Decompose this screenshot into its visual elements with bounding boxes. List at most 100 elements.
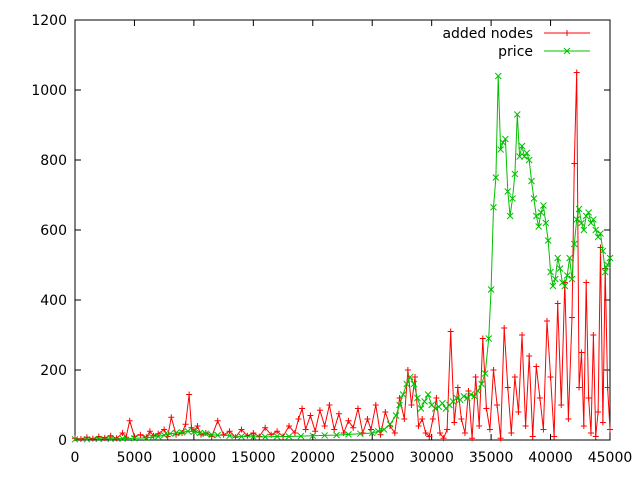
data-point (274, 428, 281, 435)
data-point (476, 423, 483, 429)
data-point (345, 417, 352, 424)
data-point (214, 431, 222, 439)
data-point (372, 402, 379, 408)
data-point (522, 423, 529, 429)
data-point (497, 146, 504, 153)
data-point (580, 423, 587, 429)
data-point (178, 428, 186, 436)
data-point (547, 374, 554, 380)
data-point (321, 432, 329, 439)
data-point (525, 156, 533, 164)
data-point (573, 69, 580, 76)
data-point (419, 416, 426, 422)
data-point (559, 279, 566, 286)
data-point (154, 433, 162, 440)
data-point (439, 399, 446, 407)
data-point (551, 433, 558, 440)
data-point (307, 412, 314, 419)
data-point (261, 433, 269, 441)
data-point (166, 430, 174, 438)
data-point (528, 177, 535, 185)
data-point (547, 268, 554, 276)
data-point (515, 409, 522, 415)
data-point (526, 353, 533, 359)
data-point (490, 203, 497, 211)
data-point (511, 374, 518, 380)
data-point (404, 367, 411, 373)
data-point (148, 433, 156, 441)
data-point (226, 432, 233, 440)
data-point (433, 395, 440, 401)
data-point (601, 268, 609, 276)
data-point (571, 160, 578, 167)
series-added-nodes (72, 69, 613, 442)
data-point (585, 209, 592, 216)
data-point (190, 428, 198, 435)
data-point (592, 433, 599, 440)
data-point (487, 286, 495, 293)
data-point (494, 402, 501, 408)
data-point (570, 240, 578, 248)
data-point (454, 384, 461, 391)
data-point (238, 433, 245, 440)
data-point (494, 72, 502, 80)
data-point (594, 233, 602, 241)
data-point (71, 435, 79, 443)
data-point (587, 219, 595, 227)
y-tick-label: 1000 (31, 83, 67, 99)
data-point (585, 395, 592, 401)
data-point (551, 275, 559, 283)
data-point (460, 392, 468, 400)
data-point (401, 416, 408, 422)
data-point (142, 434, 150, 442)
series-layer (71, 69, 614, 443)
data-point (396, 401, 403, 409)
data-point (168, 414, 175, 421)
data-point (331, 426, 338, 433)
data-point (506, 212, 514, 220)
data-point (107, 435, 115, 443)
data-point (412, 374, 419, 380)
data-point (532, 212, 540, 220)
data-point (350, 424, 357, 431)
data-point (592, 226, 600, 234)
data-point (321, 423, 328, 429)
data-point (504, 384, 511, 391)
data-point (345, 431, 352, 438)
data-point (297, 432, 305, 440)
data-point (208, 431, 216, 439)
data-point (444, 426, 451, 433)
data-point (410, 380, 418, 388)
data-point (467, 391, 475, 398)
data-point (356, 430, 364, 438)
data-point (578, 219, 585, 227)
data-point (291, 430, 298, 436)
data-point (486, 426, 493, 433)
data-point (501, 325, 508, 331)
y-tick-label: 400 (40, 293, 67, 309)
data-point (458, 416, 465, 422)
data-point (580, 226, 588, 234)
data-point (182, 421, 189, 428)
data-point (599, 247, 607, 255)
data-point (568, 275, 576, 283)
data-point (399, 391, 407, 398)
data-point (549, 282, 557, 290)
legend-marker (563, 47, 571, 55)
data-point (119, 430, 126, 436)
data-point (537, 209, 545, 216)
data-point (316, 407, 323, 414)
x-tick-label: 30000 (409, 450, 454, 466)
data-point (474, 387, 482, 395)
data-point (226, 428, 233, 435)
data-point (509, 195, 516, 202)
data-point (244, 432, 251, 439)
data-point (540, 202, 547, 209)
data-point (447, 328, 454, 335)
data-point (573, 216, 581, 223)
data-point (566, 254, 573, 262)
data-point (186, 391, 193, 398)
legend-marker (564, 30, 570, 36)
data-point (565, 416, 572, 422)
